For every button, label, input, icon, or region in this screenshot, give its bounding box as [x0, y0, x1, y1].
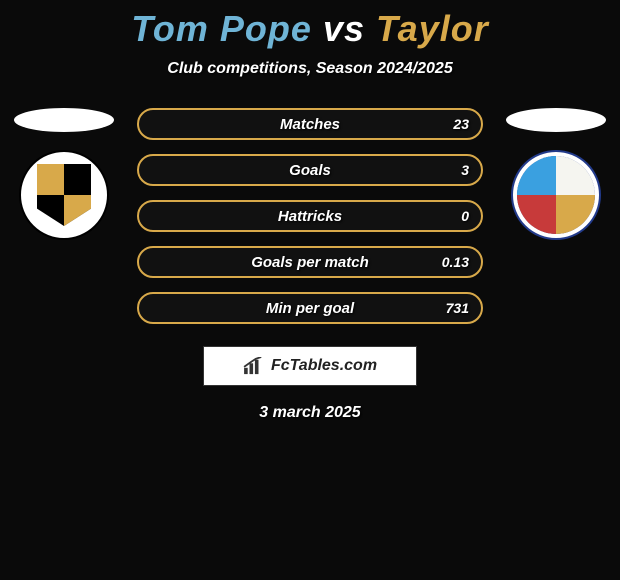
stat-value-p2: 0.13 [442, 254, 469, 270]
stat-value-p2: 731 [446, 300, 469, 316]
player2-club-crest [511, 150, 601, 240]
bar-chart-icon [243, 357, 265, 375]
stat-value-p2: 23 [453, 116, 469, 132]
stat-row: Goals3 [137, 154, 483, 186]
stat-label: Min per goal [139, 300, 481, 317]
infographic-root: Tom Pope vs Taylor Club competitions, Se… [0, 0, 620, 422]
player1-club-crest [19, 150, 109, 240]
stat-value-p2: 0 [461, 208, 469, 224]
stat-label: Matches [139, 116, 481, 133]
shield-icon [37, 164, 91, 226]
stat-row: Matches23 [137, 108, 483, 140]
left-side [9, 108, 119, 240]
brand-badge: FcTables.com [203, 346, 417, 386]
stat-row: Hattricks0 [137, 200, 483, 232]
subtitle: Club competitions, Season 2024/2025 [0, 60, 620, 78]
player2-marker-ellipse [506, 108, 606, 132]
stat-label: Goals [139, 162, 481, 179]
title-player2: Taylor [376, 8, 489, 49]
title-player1: Tom Pope [131, 8, 312, 49]
stats-panel: Matches23 Goals3 Hattricks0 Goals per match… [137, 108, 483, 324]
brand-text: FcTables.com [271, 357, 377, 375]
player1-marker-ellipse [14, 108, 114, 132]
date-label: 3 march 2025 [0, 404, 620, 422]
crest-quad-icon [517, 156, 595, 234]
stat-row: Min per goal731 [137, 292, 483, 324]
page-title: Tom Pope vs Taylor [0, 8, 620, 50]
stat-label: Goals per match [139, 254, 481, 271]
main-layout: Matches23 Goals3 Hattricks0 Goals per match… [0, 108, 620, 324]
stat-row: Goals per match0.13 [137, 246, 483, 278]
title-vs: vs [323, 8, 365, 49]
right-side [501, 108, 611, 240]
stat-label: Hattricks [139, 208, 481, 225]
stat-value-p2: 3 [461, 162, 469, 178]
